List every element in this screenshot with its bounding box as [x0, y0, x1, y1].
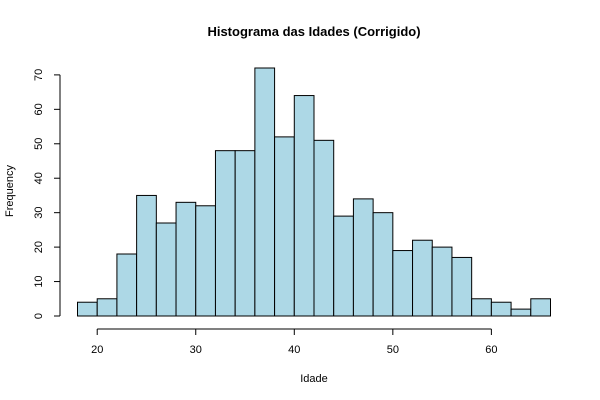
y-tick-label: 70 — [33, 69, 45, 81]
y-axis: 0 10 20 30 40 50 60 70 — [33, 69, 61, 319]
y-tick-label: 10 — [33, 275, 45, 287]
bars-group — [77, 67, 552, 317]
histogram-bar — [392, 250, 414, 317]
x-axis-label: Idade — [300, 373, 328, 385]
y-axis-label: Frequency — [4, 165, 16, 217]
y-tick-label: 50 — [33, 138, 45, 150]
histogram-bar — [333, 215, 354, 317]
histogram-bar — [372, 212, 394, 317]
x-tick-label: 40 — [288, 344, 300, 356]
y-tick-label: 40 — [33, 172, 45, 184]
histogram-bar — [155, 222, 177, 317]
histogram-bar — [274, 136, 295, 317]
histogram-bar — [175, 201, 197, 317]
histogram-bar — [313, 139, 335, 317]
histogram-bar — [293, 95, 315, 317]
histogram-bar — [471, 298, 492, 317]
histogram-bar — [116, 253, 138, 317]
x-tick-label: 60 — [485, 344, 497, 356]
y-tick-label: 0 — [33, 313, 45, 319]
histogram-bar — [234, 150, 256, 317]
histogram-bar — [195, 205, 216, 317]
histogram-bar — [77, 301, 98, 317]
histogram-bar — [214, 150, 236, 317]
histogram-bar — [412, 239, 433, 317]
histogram-bar — [510, 308, 532, 317]
x-tick-label: 20 — [91, 344, 103, 356]
histogram-bar — [490, 301, 512, 317]
y-tick-label: 30 — [33, 207, 45, 219]
x-tick-label: 30 — [190, 344, 202, 356]
histogram-bar — [431, 246, 453, 317]
x-tick-label: 50 — [387, 344, 399, 356]
y-tick-label: 60 — [33, 103, 45, 115]
histogram-bar — [530, 298, 552, 317]
histogram-bar — [451, 256, 473, 317]
y-tick-label: 20 — [33, 241, 45, 253]
x-axis: 20 30 40 50 60 — [91, 328, 498, 356]
chart-title: Histograma das Idades (Corrigido) — [207, 24, 420, 39]
histogram-bar — [136, 194, 157, 317]
histogram-bar — [352, 198, 374, 317]
histogram-bar — [96, 298, 118, 317]
histogram-bar — [254, 67, 276, 317]
